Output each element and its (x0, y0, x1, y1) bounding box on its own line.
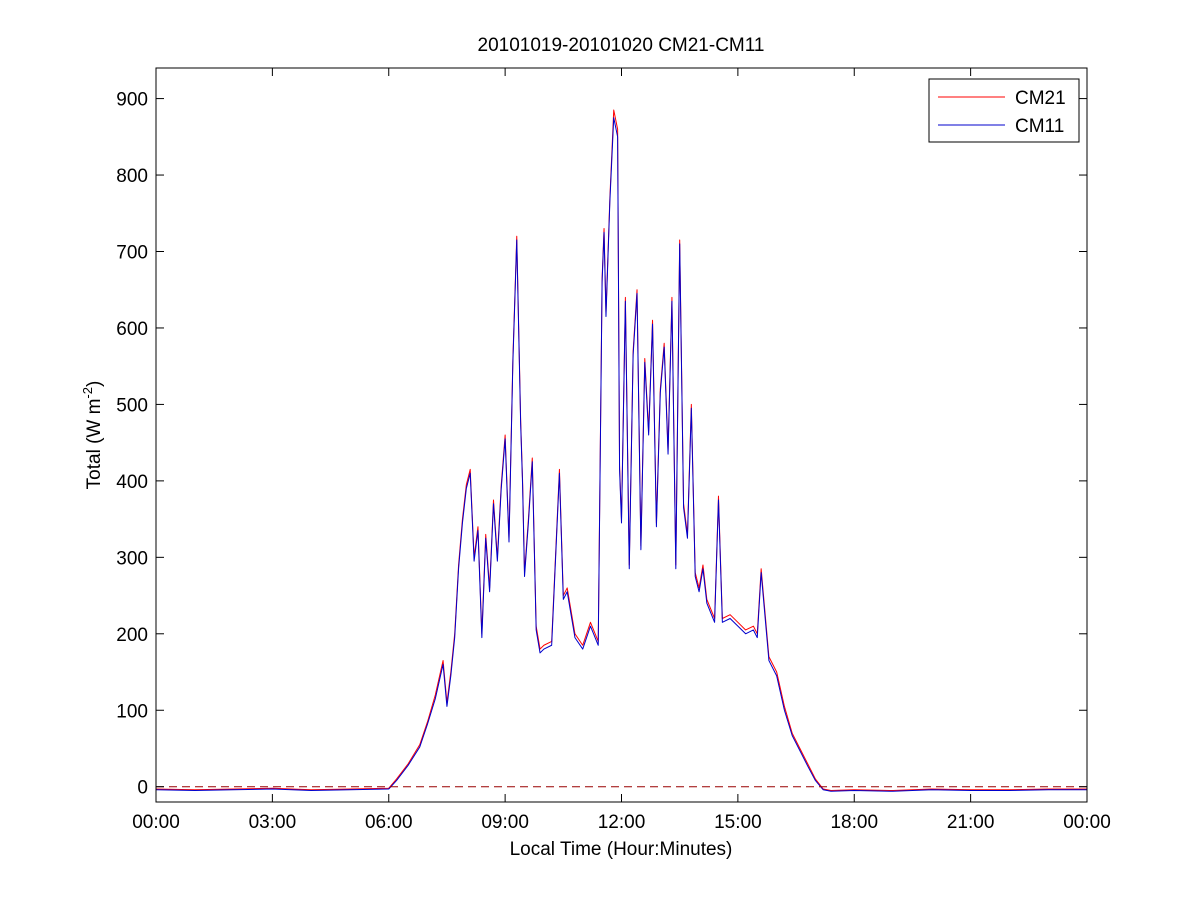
x-tick-label: 00:00 (1063, 812, 1111, 833)
x-tick-label: 21:00 (947, 812, 995, 833)
legend: CM21 CM11 (928, 78, 1080, 143)
y-tick-label: 700 (116, 243, 148, 264)
y-tick-label: 300 (116, 548, 148, 569)
chart-title: 20101019-20101020 CM21-CM11 (478, 35, 765, 56)
plot-area (156, 68, 1087, 802)
x-tick-label: 15:00 (714, 812, 762, 833)
y-tick-label: 400 (116, 472, 148, 493)
x-tick-label: 00:00 (132, 812, 180, 833)
legend-label-cm11: CM11 (1015, 116, 1064, 137)
y-axis-label-close: ) (84, 381, 105, 387)
y-tick-label: 500 (116, 395, 148, 416)
y-axis-label-base: Total (W m (84, 399, 105, 490)
y-tick-label: 600 (116, 319, 148, 340)
legend-box (928, 78, 1080, 143)
x-tick-label: 09:00 (481, 812, 529, 833)
y-axis-label: Total (W m-2) (80, 381, 105, 490)
legend-label-cm21: CM21 (1015, 88, 1066, 109)
x-tick-label: 06:00 (365, 812, 413, 833)
y-tick-label: 100 (116, 701, 148, 722)
series-layer (155, 109, 1087, 792)
x-axis: 00:00 03:00 06:00 09:00 12:00 15:00 18:00 21:00… (132, 68, 1111, 833)
x-tick-label: 03:00 (249, 812, 297, 833)
x-tick-label: 12:00 (598, 812, 646, 833)
y-tick-label: 800 (116, 166, 148, 187)
series-line-cm11 (155, 117, 1087, 792)
x-tick-label: 18:00 (830, 812, 878, 833)
y-tick-label: 0 (137, 778, 148, 799)
y-axis-label-sup: -2 (80, 387, 95, 399)
y-tick-label: 900 (116, 90, 148, 111)
x-axis-label: Local Time (Hour:Minutes) (510, 839, 733, 860)
y-tick-label: 200 (116, 625, 148, 646)
y-axis: 0 100 200 300 400 500 600 700 800 900 (116, 90, 1087, 799)
